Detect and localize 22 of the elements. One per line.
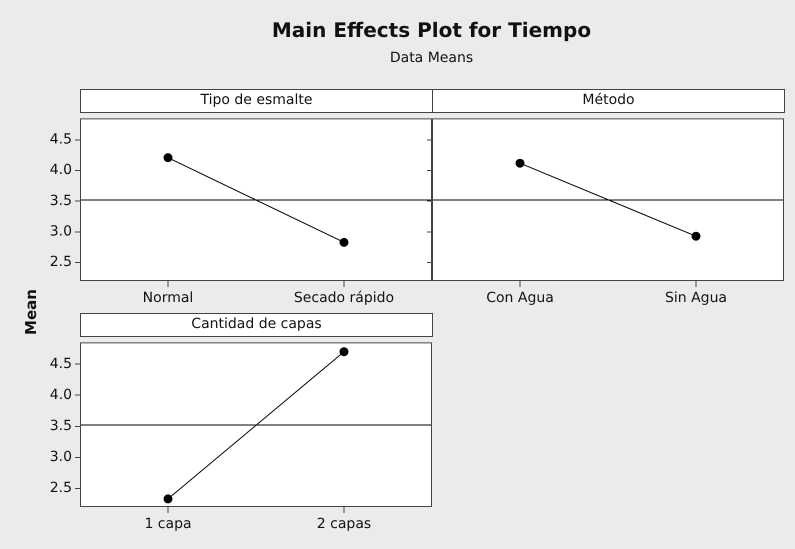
x-tick-label: Con Agua (486, 290, 554, 306)
x-axis-title: Cantidad de capas (80, 313, 433, 337)
chart-title: Main Effects Plot for Tiempo (270, 18, 592, 42)
y-tick-label: 4.5 (50, 132, 72, 148)
chart-subtitle: Data Means (388, 50, 474, 66)
x-tick-label: Normal (142, 290, 194, 306)
x-axis-title: Método (432, 89, 785, 113)
y-tick-label: 2.5 (50, 254, 72, 270)
y-tick-label: 4.0 (50, 386, 72, 403)
y-tick-label: 3.5 (50, 192, 72, 209)
y-tick-label: 3.5 (50, 418, 72, 434)
x-tick-label: 2 capas (316, 516, 372, 532)
x-tick-label: Sin Agua (664, 290, 728, 306)
y-tick-label: 3.0 (50, 224, 72, 240)
x-axis-title: Tipo de esmalte (80, 89, 433, 113)
y-axis-title: Mean (22, 289, 40, 335)
y-tick-label: 3.0 (50, 448, 72, 465)
y-tick-label: 4.0 (50, 162, 72, 178)
y-tick-label: 4.5 (50, 356, 72, 372)
x-tick-label: 1 capa (144, 516, 192, 532)
x-tick-label: Secado rápido (294, 290, 394, 306)
y-tick-label: 2.5 (50, 480, 72, 496)
